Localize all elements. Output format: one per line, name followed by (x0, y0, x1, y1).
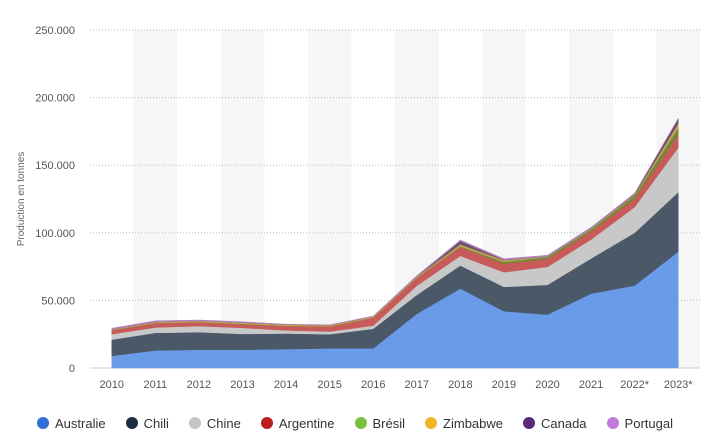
chart: 0 50.000 100.000 150.000 200.000 250.000 2010… (16, 25, 700, 391)
legend-item-portugal[interactable]: Portugal (606, 415, 673, 431)
legend: Australie Chili Chine Argentine Brésil Zimbab… (0, 408, 710, 438)
legend-item-chili[interactable]: Chili (125, 415, 169, 431)
legend-label: Chili (143, 415, 169, 431)
column-band (133, 30, 178, 368)
legend-marker (523, 417, 535, 429)
x-tick-label: 2014 (274, 379, 298, 391)
x-tick-label: 2020 (535, 379, 559, 391)
y-tick-label: 150.000 (35, 160, 75, 172)
x-tick-label: 2016 (361, 379, 385, 391)
x-tick-label: 2011 (144, 379, 168, 391)
y-tick-label: 0 (69, 363, 75, 375)
x-tick-label: 2010 (100, 379, 124, 391)
legend-marker (425, 417, 438, 429)
legend-label: Portugal (624, 415, 673, 431)
legend-item-argentine[interactable]: Argentine (260, 415, 335, 431)
column-band (307, 30, 352, 368)
y-axis: 0 50.000 100.000 150.000 200.000 250.000 (35, 25, 75, 375)
legend-marker (354, 417, 367, 429)
legend-label: Canada (541, 415, 587, 431)
x-tick-label: 2023* (664, 379, 693, 391)
x-tick-label: 2018 (448, 379, 472, 391)
legend-item-zimbabwe[interactable]: Zimbabwe (425, 416, 503, 431)
x-tick-label: 2013 (230, 379, 254, 391)
y-tick-label: 250.000 (35, 25, 75, 37)
legend-label: Chine (206, 415, 241, 431)
legend-item-canada[interactable]: Canada (523, 416, 587, 431)
legend-marker (125, 417, 138, 429)
legend-marker (260, 417, 273, 429)
y-axis-label: Production en tonnes (16, 152, 27, 247)
legend-item-australie[interactable]: Australie (37, 416, 106, 431)
x-axis: 2010 2011 2012 2013 2014 2015 2016 2017 2018 2019… (100, 379, 694, 391)
legend-marker (188, 417, 201, 429)
x-tick-label: 2015 (317, 379, 341, 391)
area-series (111, 118, 679, 369)
y-tick-label: 50.000 (41, 295, 75, 307)
legend-label: Brésil (372, 415, 406, 431)
legend-item-chine[interactable]: Chine (188, 415, 241, 431)
legend-label: Argentine (278, 415, 335, 431)
area-portugal (111, 118, 679, 330)
x-tick-label: 2021 (579, 379, 603, 391)
legend-item-bresil[interactable]: Brésil (354, 415, 406, 431)
legend-label: Zimbabwe (443, 415, 503, 431)
y-tick-label: 200.000 (35, 93, 75, 105)
legend-marker (606, 417, 619, 429)
x-tick-label: 2022* (620, 379, 649, 391)
area-chart: 0 50.000 100.000 150.000 200.000 250.000 2010… (16, 25, 700, 391)
x-tick-label: 2017 (405, 379, 429, 391)
x-tick-label: 2012 (187, 379, 211, 391)
x-tick-label: 2019 (492, 379, 516, 391)
y-tick-label: 100.000 (35, 228, 75, 240)
column-band (220, 30, 265, 368)
legend-label: Australie (55, 415, 106, 431)
legend-marker (37, 417, 50, 429)
